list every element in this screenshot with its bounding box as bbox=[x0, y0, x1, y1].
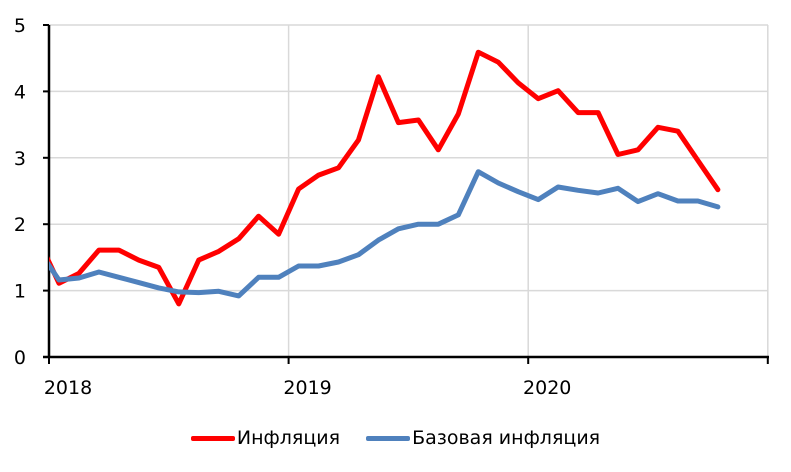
y-tick-label: 3 bbox=[14, 148, 26, 170]
legend-label-inflation: Инфляция bbox=[236, 427, 341, 449]
legend-item-core-inflation: Базовая инфляция bbox=[366, 427, 600, 449]
axes bbox=[43, 24, 769, 364]
legend-swatch-inflation bbox=[190, 435, 235, 441]
legend-label-core-inflation: Базовая инфляция bbox=[412, 427, 601, 449]
core-inflation-line bbox=[49, 169, 721, 299]
x-tick-label: 2018 bbox=[44, 377, 92, 399]
y-tick-label: 1 bbox=[14, 281, 26, 303]
x-tick-label: 2019 bbox=[283, 377, 331, 399]
y-tick-label: 5 bbox=[14, 15, 26, 37]
y-tick-label: 4 bbox=[14, 81, 26, 103]
legend-item-inflation: Инфляция bbox=[190, 427, 341, 449]
x-tick-label: 2020 bbox=[523, 377, 571, 399]
data-series bbox=[49, 49, 721, 307]
gridlines bbox=[49, 24, 769, 357]
chart-legend: Инфляция Базовая инфляция bbox=[0, 424, 791, 452]
y-tick-label: 0 bbox=[14, 347, 26, 369]
inflation-line bbox=[49, 49, 721, 307]
y-tick-label: 2 bbox=[14, 214, 26, 236]
tick-labels: 0 1 2 3 4 5 2018 2019 2020 bbox=[14, 15, 571, 399]
legend-swatch-core-inflation bbox=[366, 435, 411, 441]
